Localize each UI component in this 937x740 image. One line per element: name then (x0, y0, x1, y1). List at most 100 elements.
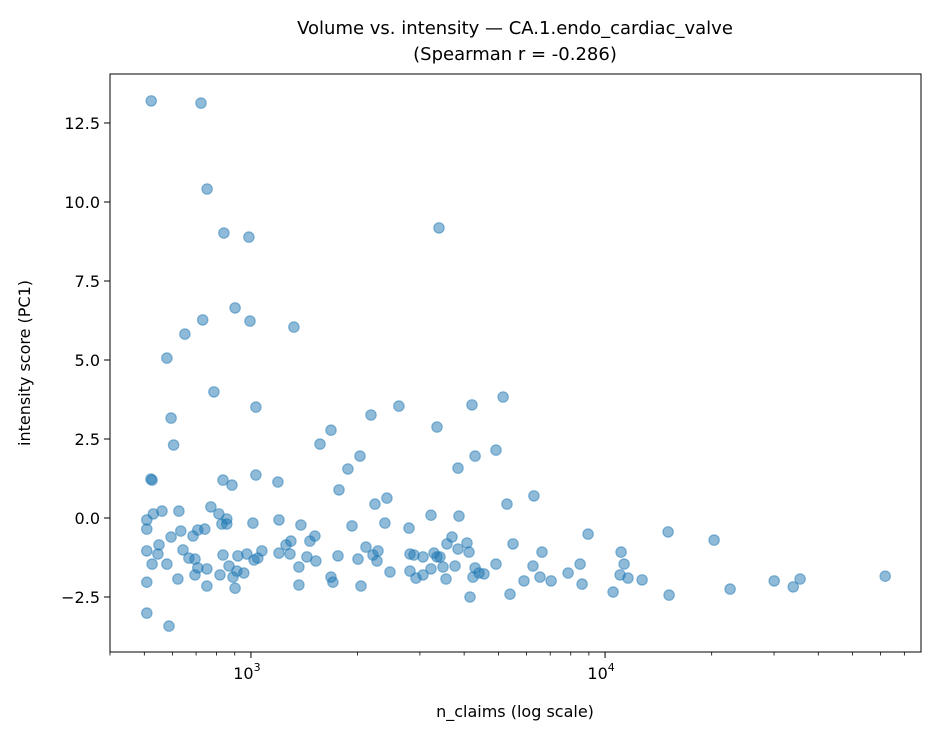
data-point (145, 95, 157, 107)
data-point (325, 424, 337, 436)
data-point (545, 575, 557, 587)
y-tick-label: 7.5 (75, 272, 100, 291)
data-point (217, 474, 229, 486)
data-point (663, 589, 675, 601)
data-point (384, 566, 396, 578)
data-point (179, 328, 191, 340)
data-point (218, 227, 230, 239)
data-points (141, 95, 891, 632)
data-point (467, 571, 479, 583)
data-point (238, 567, 250, 579)
data-point (247, 517, 259, 529)
plot-frame (109, 73, 922, 653)
data-point (272, 476, 284, 488)
data-point (214, 569, 226, 581)
data-point (463, 546, 475, 558)
data-point (295, 519, 307, 531)
data-point (327, 576, 339, 588)
data-point (636, 574, 648, 586)
x-axis-ticks: 103 104 (109, 652, 905, 683)
data-point (360, 541, 372, 553)
data-point (146, 558, 158, 570)
data-point (381, 492, 393, 504)
data-point (141, 545, 153, 557)
data-point (794, 573, 806, 585)
data-point (504, 588, 516, 600)
data-point (201, 563, 213, 575)
x-tick-label: 103 (233, 661, 260, 683)
data-point (507, 538, 519, 550)
data-point (244, 315, 256, 327)
chart-title-line2: (Spearman r = -0.286) (413, 44, 617, 65)
data-point (431, 421, 443, 433)
data-point (365, 409, 377, 421)
data-point (146, 474, 158, 486)
chart-title-line1: Volume vs. intensity — CA.1.endo_cardiac… (297, 18, 733, 39)
data-point (201, 580, 213, 592)
data-point (437, 561, 449, 573)
data-point (615, 546, 627, 558)
data-point (332, 550, 344, 562)
data-point (165, 531, 177, 543)
y-tick-label: 2.5 (75, 430, 100, 449)
data-point (156, 505, 168, 517)
data-point (449, 560, 461, 572)
data-point (141, 607, 153, 619)
y-tick-label: 10.0 (64, 193, 100, 212)
data-point (208, 386, 220, 398)
data-point (352, 553, 364, 565)
data-point (163, 620, 175, 632)
data-point (250, 469, 262, 481)
data-point (161, 352, 173, 364)
data-point (165, 412, 177, 424)
data-point (309, 530, 321, 542)
data-point (478, 568, 490, 580)
data-point (161, 558, 173, 570)
data-point (250, 401, 262, 413)
data-point (195, 97, 207, 109)
data-point (574, 558, 586, 570)
data-point (576, 578, 588, 590)
y-tick-label: 12.5 (64, 114, 100, 133)
data-point (354, 450, 366, 462)
data-point (417, 551, 429, 563)
data-point (446, 531, 458, 543)
data-point (229, 582, 241, 594)
data-point (662, 526, 674, 538)
data-point (417, 569, 429, 581)
data-point (534, 571, 546, 583)
data-point (425, 509, 437, 521)
data-point (196, 314, 209, 326)
data-point (469, 450, 481, 462)
data-point (490, 444, 502, 456)
y-axis-label: intensity score (PC1) (15, 280, 34, 446)
data-point (273, 547, 285, 559)
data-point (221, 518, 233, 530)
data-point (173, 505, 185, 517)
data-point (175, 525, 187, 537)
data-point (314, 438, 326, 450)
data-point (425, 563, 437, 575)
data-point (433, 222, 445, 234)
data-point (310, 555, 322, 567)
data-point (562, 567, 574, 579)
data-point (393, 400, 405, 412)
data-point (787, 581, 799, 593)
data-point (355, 580, 367, 592)
data-point (293, 579, 305, 591)
data-point (256, 545, 268, 557)
data-point (490, 558, 502, 570)
y-tick-label: −2.5 (61, 588, 100, 607)
data-point (177, 544, 189, 556)
data-point (518, 575, 530, 587)
data-point (152, 548, 164, 560)
data-point (618, 558, 630, 570)
data-point (582, 528, 594, 540)
data-point (141, 576, 153, 588)
data-point (452, 543, 464, 555)
data-point (288, 321, 300, 333)
data-point (464, 591, 476, 603)
data-point (466, 399, 478, 411)
data-point (497, 391, 509, 403)
